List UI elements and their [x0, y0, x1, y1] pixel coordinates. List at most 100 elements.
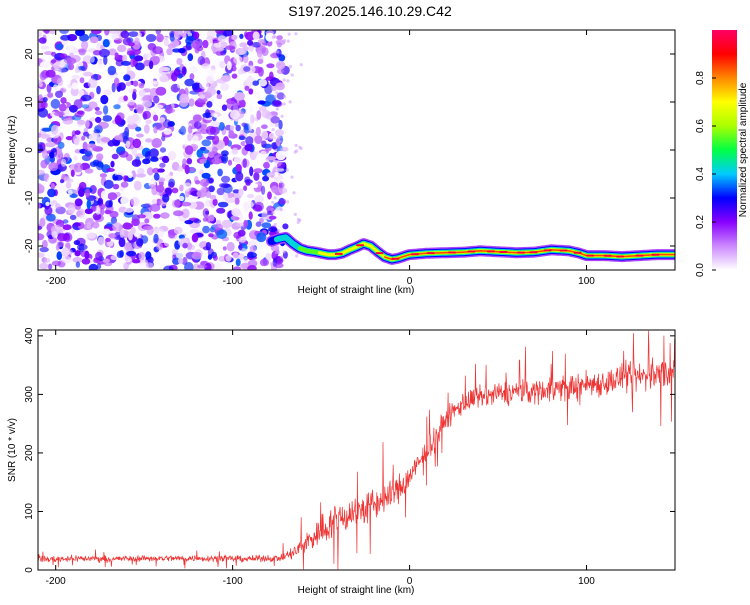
noise-blob [59, 30, 69, 34]
noise-blob [299, 146, 303, 151]
noise-blob [38, 252, 45, 258]
noise-blob [95, 206, 101, 215]
noise-blob [108, 233, 116, 239]
noise-blob [159, 162, 166, 168]
noise-blob [54, 111, 65, 117]
noise-blob [222, 192, 228, 200]
noise-blob [210, 121, 220, 127]
noise-blob [55, 203, 61, 209]
noise-blob [193, 263, 200, 270]
noise-blob [67, 204, 76, 214]
noise-blob [38, 144, 43, 154]
noise-blob [270, 174, 274, 179]
noise-blob [211, 158, 222, 165]
noise-blob [280, 146, 289, 152]
noise-blob [187, 133, 193, 142]
y-tick-label: 20 [24, 48, 35, 60]
noise-blob [276, 92, 285, 100]
noise-blob [254, 195, 264, 204]
noise-blob [156, 243, 164, 251]
noise-blob [156, 72, 163, 78]
noise-blob [179, 93, 190, 104]
noise-blob [184, 220, 194, 225]
noise-blob [125, 140, 131, 149]
noise-blob [106, 222, 113, 228]
noise-blob [205, 199, 212, 207]
noise-blob [250, 114, 255, 124]
noise-blob [77, 65, 86, 71]
noise-blob [234, 92, 246, 101]
noise-blob [237, 229, 246, 237]
spectrogram-x-axis-label: Height of straight line (km) [298, 285, 415, 296]
noise-blob [187, 32, 193, 37]
noise-blob [280, 255, 284, 259]
noise-blob [65, 181, 72, 189]
noise-blob [243, 54, 249, 64]
noise-blob [277, 70, 281, 74]
noise-blob [40, 45, 49, 50]
noise-blob [212, 198, 218, 206]
colorbar-tick-label: 0.6 [695, 119, 706, 133]
noise-blob [259, 217, 264, 224]
noise-blob [197, 97, 208, 103]
colorbar-tick-label: 0.0 [695, 263, 706, 277]
noise-blob [55, 90, 63, 99]
noise-blob [50, 59, 57, 64]
noise-blob [276, 161, 286, 169]
noise-blob [253, 91, 261, 99]
noise-blob [274, 251, 278, 255]
noise-blob [258, 78, 268, 87]
noise-blob [119, 228, 125, 239]
noise-blob [264, 84, 273, 95]
noise-blob [230, 215, 235, 221]
noise-blob [122, 54, 127, 63]
noise-blob [290, 175, 294, 179]
snr-panel: -200 -100 0 100 0 100 200 300 400 Height of stra… [7, 327, 676, 596]
noise-blob [99, 204, 106, 210]
noise-blob [89, 117, 96, 122]
noise-blob [159, 67, 171, 72]
noise-blob [270, 262, 274, 266]
noise-blob [213, 255, 218, 261]
noise-blob [138, 82, 145, 89]
noise-blob [50, 148, 57, 153]
noise-blob [186, 242, 193, 250]
noise-blob [244, 85, 250, 91]
noise-blob [56, 251, 63, 261]
noise-blob [108, 48, 117, 56]
noise-blob [241, 122, 247, 127]
noise-blob [133, 80, 139, 87]
noise-blob [193, 219, 202, 224]
noise-blob [248, 121, 253, 132]
noise-blob [266, 135, 277, 140]
noise-blob [271, 211, 275, 215]
noise-blob [56, 77, 64, 87]
noise-blob [239, 42, 248, 48]
noise-blob [231, 34, 238, 41]
noise-blob [231, 65, 237, 72]
noise-blob [114, 135, 122, 141]
noise-blob [135, 62, 145, 71]
noise-blob [233, 55, 243, 65]
noise-blob [143, 94, 154, 100]
noise-blob [142, 225, 154, 230]
noise-blob [288, 65, 292, 69]
y-tick-label: 400 [24, 327, 35, 344]
noise-blob [150, 80, 158, 85]
noise-blob [186, 35, 195, 41]
noise-blob [105, 200, 113, 208]
noise-blob [71, 74, 81, 80]
noise-blob [51, 260, 62, 267]
noise-blob [163, 265, 174, 270]
noise-blob [85, 188, 91, 198]
noise-blob [153, 56, 160, 65]
noise-blob [226, 241, 235, 252]
noise-blob [244, 31, 256, 41]
noise-blob [110, 160, 115, 168]
noise-blob [64, 176, 71, 182]
snr-frame [37, 329, 676, 571]
noise-blob [219, 60, 226, 69]
noise-blob [253, 172, 260, 181]
noise-blob [274, 123, 278, 127]
noise-blob [90, 205, 98, 212]
